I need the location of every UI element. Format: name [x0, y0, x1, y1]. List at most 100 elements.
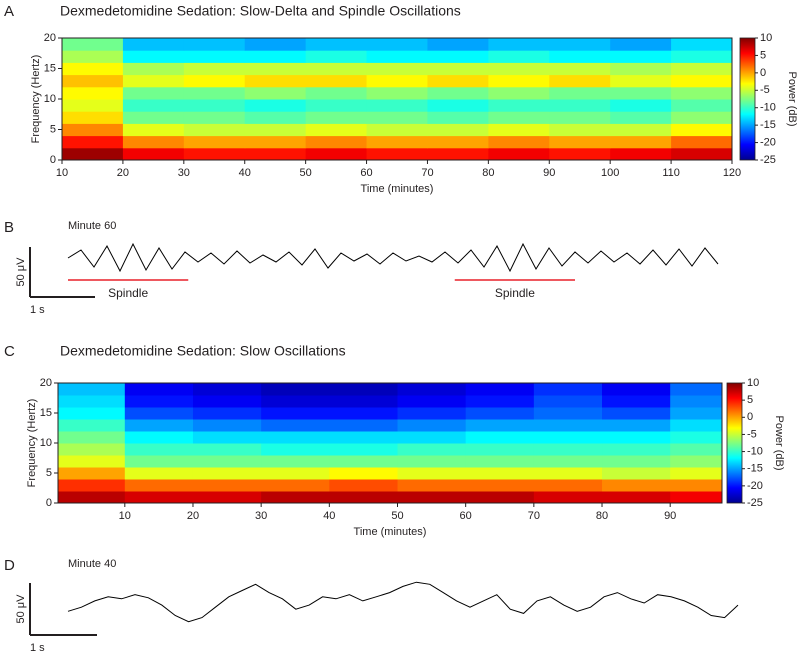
heatmap-cell [305, 135, 368, 149]
heatmap-cell [671, 38, 733, 51]
heatmap-cell [602, 419, 671, 432]
x-tick-label: 20 [187, 510, 199, 522]
spindle-label: Spindle [108, 286, 148, 300]
heatmap-cell [671, 111, 733, 124]
heatmap-cell [124, 455, 194, 468]
colorbar-tick-label: -15 [747, 463, 763, 475]
heatmap-cell [62, 38, 124, 51]
trace-subtitle: Minute 40 [68, 558, 116, 570]
heatmap-cell [366, 50, 428, 63]
heatmap-cell [122, 86, 185, 100]
heatmap-cell [465, 419, 535, 432]
heatmap-cell [465, 479, 535, 492]
x-tick-label: 20 [117, 167, 129, 179]
heatmap-cell [329, 443, 398, 456]
heatmap-cell [244, 50, 307, 63]
heatmap-cell [305, 123, 368, 137]
heatmap-cell [329, 491, 398, 504]
heatmap-cell [602, 479, 671, 492]
heatmap-cell [427, 74, 489, 88]
y-tick-label: 10 [40, 437, 52, 449]
x-tick-label: 50 [300, 167, 312, 179]
colorbar-tick-label: -25 [760, 154, 776, 166]
colorbar-tick-label: 10 [747, 377, 759, 389]
heatmap-cell [183, 62, 246, 76]
heatmap-cell [397, 443, 467, 456]
y-tick-label: 20 [40, 377, 52, 389]
x-axis-label: Time (minutes) [361, 183, 434, 195]
heatmap-cell [488, 123, 550, 137]
y-tick-label: 5 [50, 123, 56, 135]
heatmap-cell [183, 74, 246, 88]
heatmap-cell [244, 62, 307, 76]
heatmap-cell [533, 419, 603, 432]
colorbar-tick-label: 5 [747, 394, 753, 406]
heatmap-cell [244, 123, 307, 137]
heatmap-cell [549, 38, 611, 51]
heatmap-cell [610, 123, 672, 137]
heatmap-cell [533, 407, 603, 420]
heatmap-cell [465, 467, 535, 480]
heatmap-cell [124, 443, 194, 456]
colorbar-tick-label: 0 [747, 411, 753, 423]
scale-bar-y-label: 50 μV [15, 257, 27, 287]
heatmap-cell [122, 74, 185, 88]
x-tick-label: 80 [482, 167, 494, 179]
heatmap-cell [397, 491, 467, 504]
heatmap-cell [671, 147, 733, 161]
heatmap-cell [192, 467, 262, 480]
heatmap-cell [58, 455, 126, 468]
heatmap-cell [602, 395, 671, 408]
heatmap-cell [305, 147, 368, 161]
chart-title: Dexmedetomidine Sedation: Slow-Delta and… [60, 3, 461, 19]
heatmap-cell [62, 99, 124, 112]
heatmap-cell [366, 111, 428, 124]
heatmap-cell [261, 455, 330, 468]
heatmap-cell [305, 111, 368, 124]
heatmap-cell [670, 407, 723, 420]
heatmap-cell [671, 50, 733, 63]
colorbar-tick-label: -20 [760, 136, 776, 148]
heatmap-cell [124, 407, 194, 420]
heatmap-cell [244, 147, 307, 161]
heatmap-cell [397, 467, 467, 480]
heatmap-cell [610, 50, 672, 63]
heatmap-cell [602, 443, 671, 456]
heatmap-cell [670, 491, 723, 504]
heatmap-cell [549, 62, 611, 76]
heatmap-cell [610, 147, 672, 161]
x-tick-label: 10 [56, 167, 68, 179]
x-tick-label: 60 [360, 167, 372, 179]
x-tick-label: 30 [255, 510, 267, 522]
heatmap-cell [533, 479, 603, 492]
heatmap-cell [533, 383, 603, 396]
heatmap-cell [610, 62, 672, 76]
heatmap-cell [183, 135, 246, 149]
heatmap-cell [183, 111, 246, 124]
heatmap-cell [192, 383, 262, 396]
heatmap-cell [397, 431, 467, 444]
x-axis-label: Time (minutes) [354, 526, 427, 538]
heatmap-cell [427, 86, 489, 100]
trace-subtitle: Minute 60 [68, 220, 116, 232]
heatmap-cell [366, 74, 428, 88]
heatmap-cell [124, 383, 194, 396]
heatmap-cell [427, 99, 489, 112]
heatmap-cell [533, 443, 603, 456]
heatmap-cell [62, 111, 124, 124]
heatmap-cell [366, 99, 428, 112]
heatmap-cell [465, 407, 535, 420]
heatmap-cell [549, 111, 611, 124]
heatmap-cell [549, 135, 611, 149]
heatmap-cell [58, 479, 126, 492]
heatmap-cell [122, 99, 185, 112]
heatmap-cell [397, 383, 467, 396]
heatmap-cell [192, 431, 262, 444]
heatmap-cell [62, 123, 124, 137]
heatmap-cell [671, 74, 733, 88]
heatmap-cell [465, 491, 535, 504]
heatmap-cell [122, 38, 185, 51]
heatmap-cell [397, 419, 467, 432]
heatmap-cell [124, 419, 194, 432]
heatmap-cell [533, 395, 603, 408]
